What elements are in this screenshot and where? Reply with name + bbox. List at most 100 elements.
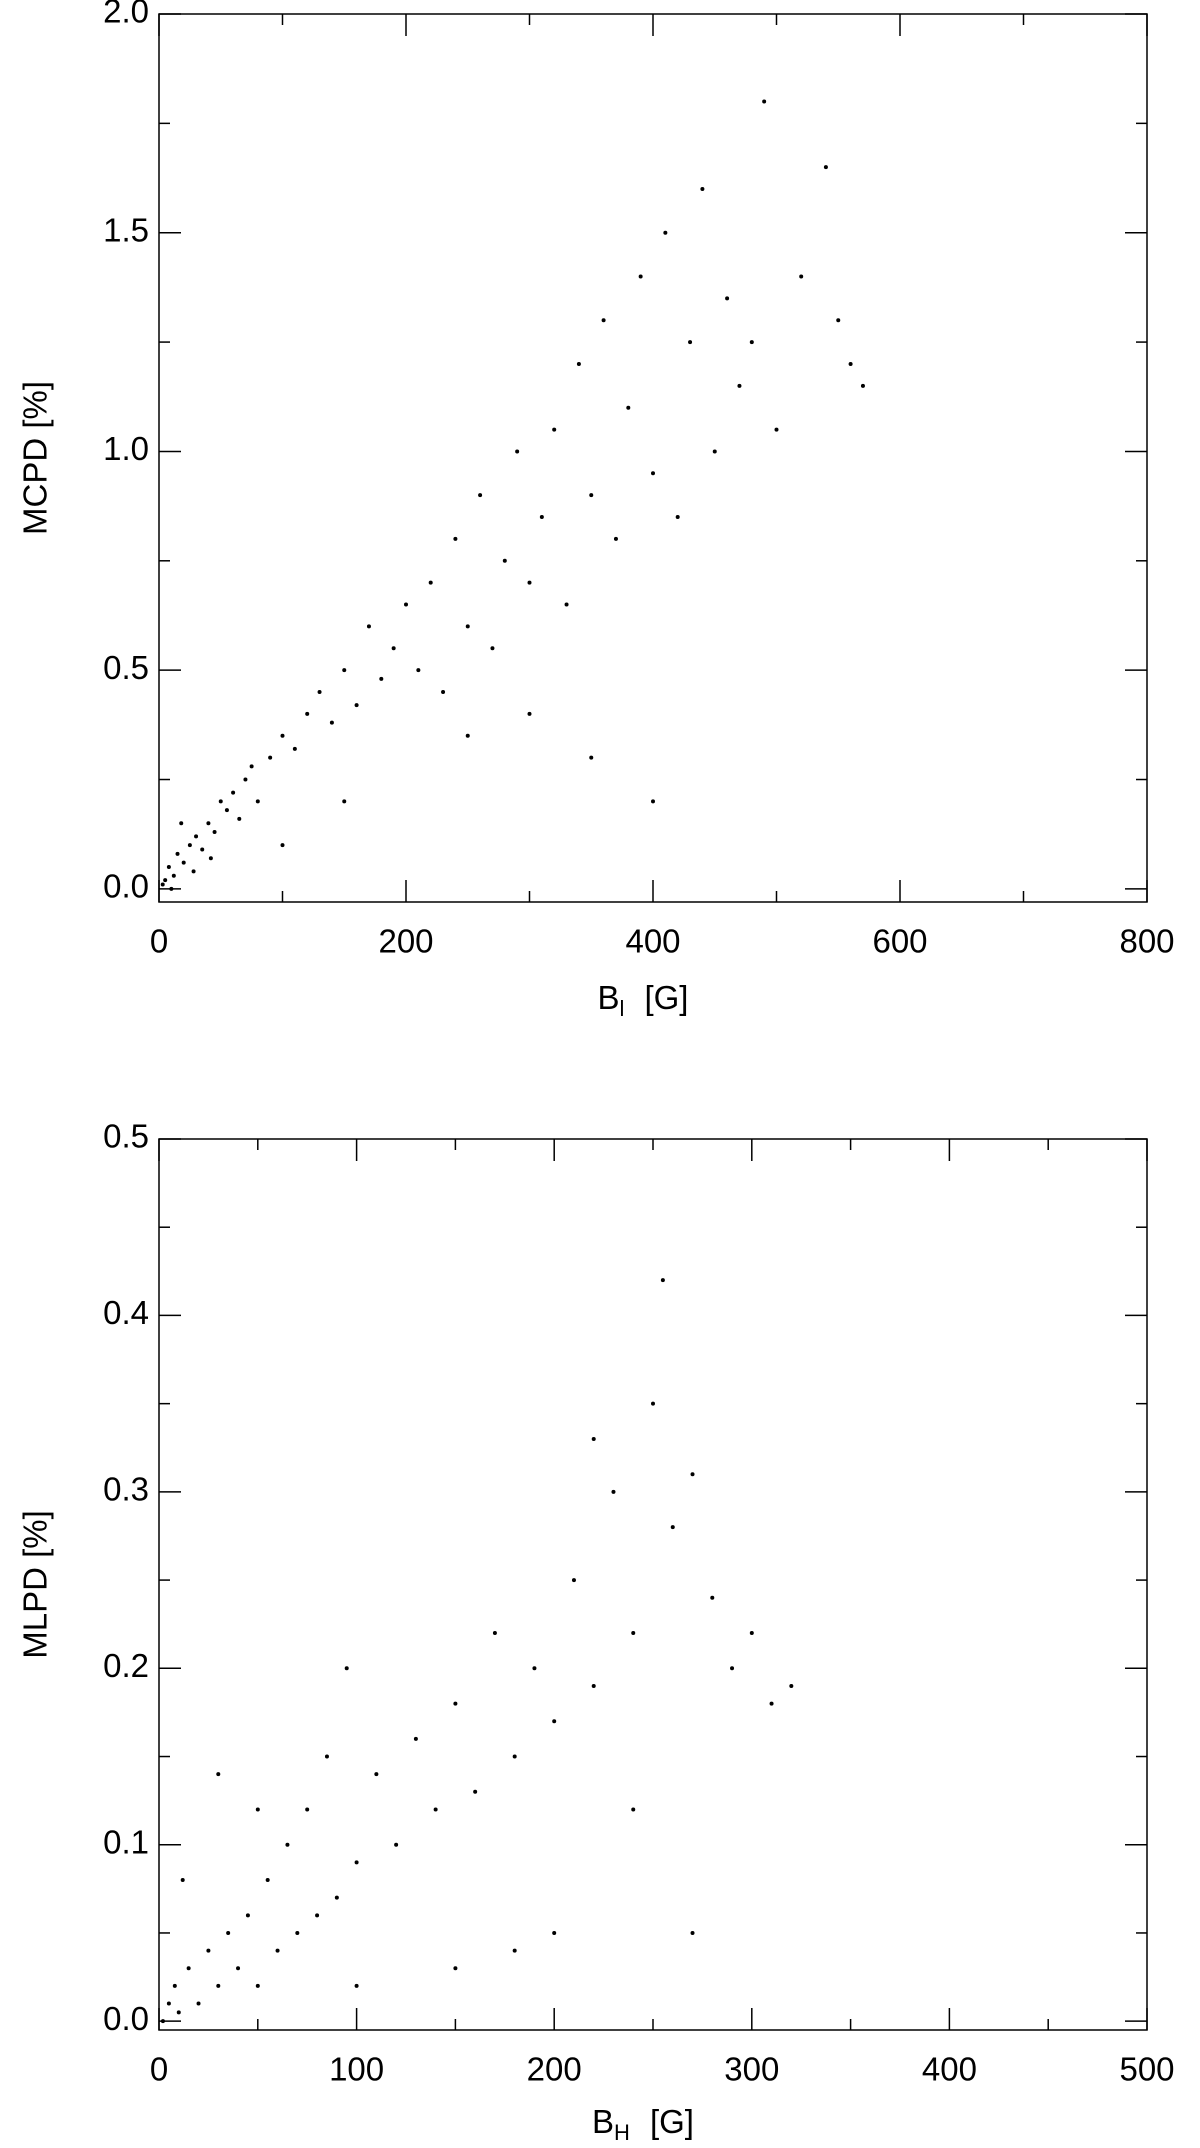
point [571,1578,576,1583]
point [354,703,359,708]
x-tick-label: 300 [724,2051,779,2088]
x-axis-label-sub: H [614,2120,630,2145]
point [324,1754,329,1759]
point [374,1772,379,1777]
point [490,646,495,651]
point [769,1701,774,1706]
point [631,1807,636,1812]
x-axis-label-main: B [592,2103,614,2140]
point [512,1948,517,1953]
point [660,1278,665,1283]
point [473,1789,478,1794]
plot-frame [158,13,1148,903]
point [492,1631,497,1636]
point [774,427,779,432]
x-tick-label: 200 [378,923,433,960]
point [194,834,199,839]
point [725,296,730,301]
point [212,830,217,835]
point [626,405,631,410]
point [663,230,668,235]
point [169,886,174,891]
point [187,843,192,848]
y-tick-label: 0.4 [103,1294,149,1331]
x-axis-label-unit: [G] [650,2103,694,2140]
point [441,690,446,695]
point [394,1842,399,1847]
x-axis-label: Bl [G] [598,979,689,1021]
point [218,799,223,804]
point [552,1719,557,1724]
x-tick-label: 200 [527,2051,582,2088]
point [433,1807,438,1812]
x-tick-label: 400 [922,2051,977,2088]
point [245,1913,250,1918]
point [216,1772,221,1777]
point [243,777,248,782]
point [651,799,655,804]
point [186,1966,191,1971]
point [237,816,242,821]
point [576,361,581,366]
point [502,558,507,563]
point [216,1983,221,1988]
point [799,274,804,279]
point [163,878,168,883]
x-tick-label: 0 [150,923,168,960]
point [631,1631,636,1636]
point [613,536,618,541]
point [823,165,828,170]
point [515,449,520,454]
point [749,340,754,345]
point [231,790,236,795]
point [591,1436,596,1441]
point [589,755,594,760]
point [166,2001,171,2006]
point [200,847,205,852]
point [179,821,184,826]
plot-frame [158,1138,1148,2031]
x-tick-label: 600 [872,923,927,960]
point [171,873,176,878]
point [249,764,254,769]
point [342,799,347,804]
point [344,1666,349,1671]
point [712,449,717,454]
point [478,493,483,498]
point [280,733,285,738]
point [532,1666,537,1671]
point [265,1878,270,1883]
point [416,668,421,673]
y-axis-label: MLPD [%] [17,1510,54,1659]
point [208,856,213,861]
y-tick-label: 0.0 [103,868,149,905]
point [275,1948,280,1953]
point [342,668,347,673]
point [564,602,569,607]
y-tick-label: 0.1 [103,1823,149,1860]
point [465,733,470,738]
point [789,1683,794,1688]
y-tick-label: 2.0 [103,0,149,30]
point [280,843,285,848]
x-tick-label: 400 [625,923,680,960]
point [651,471,655,476]
point [428,580,433,585]
y-axis-label: MCPD [%] [17,381,54,535]
point [527,580,532,585]
point [172,1983,177,1988]
point [305,711,310,716]
x-axis-label-main: B [598,979,620,1016]
point [334,1895,339,1900]
point [651,1401,655,1406]
y-tick-label: 0.3 [103,1471,149,1508]
y-tick-label: 1.5 [103,211,149,248]
point [226,1930,231,1935]
point [512,1754,517,1759]
x-axis-label-unit: [G] [644,979,688,1016]
point [611,1489,616,1494]
point [236,1966,241,1971]
point [749,1631,754,1636]
point [638,274,643,279]
